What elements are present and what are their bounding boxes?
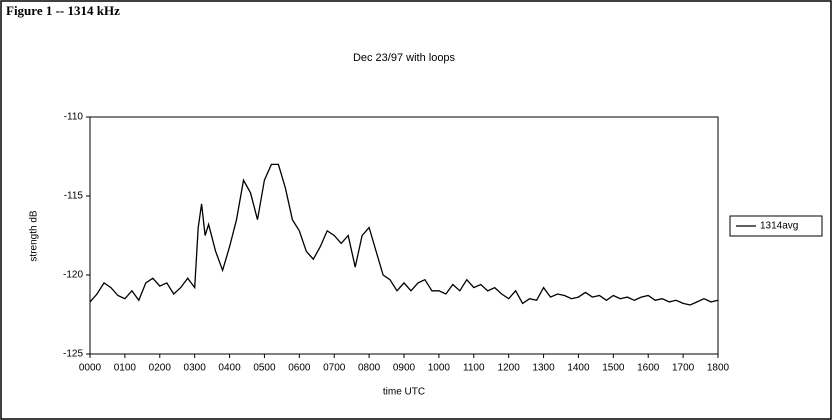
x-tick-label: 0300 [184,363,207,374]
x-tick-label: 0100 [114,363,137,374]
x-tick-label: 0000 [79,363,102,374]
y-tick-label: -120 [63,270,83,281]
y-axis-label: strength dB [29,210,40,261]
x-tick-label: 1800 [707,363,730,374]
x-tick-label: 1000 [428,363,451,374]
x-tick-label: 0800 [358,363,381,374]
x-tick-label: 1700 [672,363,695,374]
legend-box [729,215,823,237]
x-tick-label: 0600 [288,363,311,374]
y-tick-label: -110 [64,112,84,123]
x-tick-label: 1500 [602,363,625,374]
y-tick-label: -125 [63,349,83,360]
x-tick-label: 0500 [253,363,276,374]
x-tick-label: 0400 [218,363,241,374]
data-line [89,163,719,306]
x-tick-label: 0900 [393,363,416,374]
x-axis-label: time UTC [383,387,425,398]
x-tick-label: 1300 [532,363,555,374]
x-tick-label: 1100 [463,363,485,374]
x-tick-label: 1400 [567,363,590,374]
plot-frame [89,116,719,355]
legend-label: 1314avg [760,221,798,232]
x-tick-label: 1600 [637,363,660,374]
x-tick-label: 0700 [323,363,346,374]
chart-title: Dec 23/97 with loops [353,52,456,64]
y-tick-label: -115 [64,191,84,202]
figure-label: Figure 1 -- 1314 kHz [6,3,120,18]
x-tick-label: 1200 [498,363,521,374]
x-tick-label: 0200 [149,363,172,374]
